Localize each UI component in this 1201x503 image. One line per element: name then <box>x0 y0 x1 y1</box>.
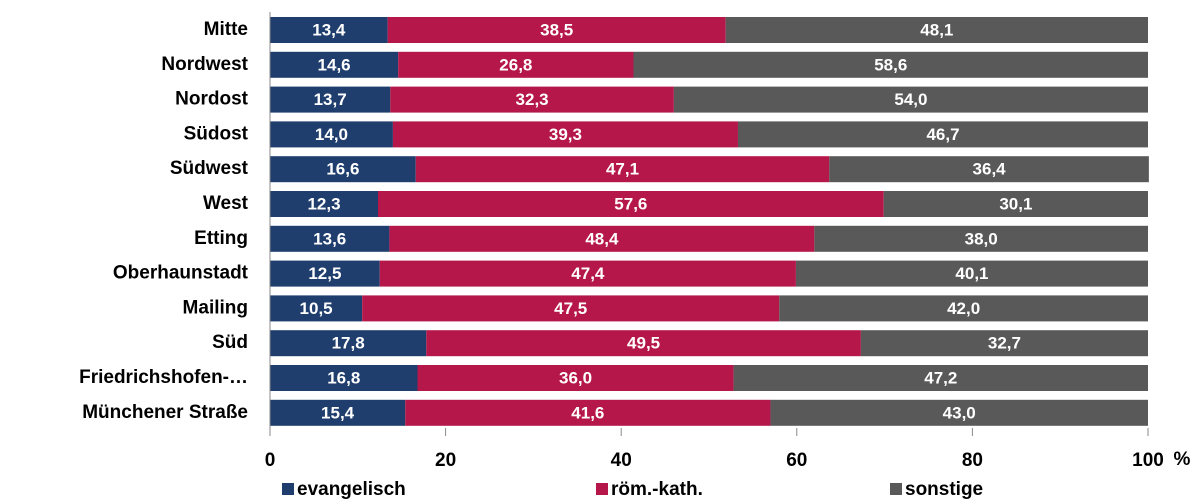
x-tick-label: 60 <box>786 450 807 471</box>
x-tick-label: 20 <box>435 450 456 471</box>
bar-segment <box>389 225 815 252</box>
legend-label: evangelisch <box>297 479 406 500</box>
value-label: 16,6 <box>326 160 359 179</box>
bar-segment <box>270 295 363 322</box>
bar-segment <box>270 330 427 357</box>
bar-segment <box>387 17 726 43</box>
bar-segment <box>770 399 1148 426</box>
bar-segment <box>405 399 771 426</box>
legend-swatch <box>890 483 902 495</box>
value-label: 43,0 <box>943 403 976 422</box>
bar-segment <box>860 330 1148 357</box>
value-label: 36,4 <box>973 160 1007 179</box>
value-label: 38,0 <box>965 229 998 248</box>
value-label: 48,4 <box>585 229 619 248</box>
bar-segment <box>270 399 406 426</box>
value-label: 54,0 <box>894 90 927 109</box>
value-label: 47,2 <box>924 368 957 387</box>
bar-segment <box>829 156 1149 183</box>
x-tick-label: 40 <box>611 450 632 471</box>
value-label: 16,8 <box>327 368 360 387</box>
value-label: 47,5 <box>554 299 587 318</box>
bar-segment <box>270 156 416 183</box>
bar-segment <box>270 17 388 43</box>
y-tick-label: Friedrichshofen-… <box>79 367 248 388</box>
x-tick-label: 80 <box>962 450 983 471</box>
y-tick-label: Oberhaunstadt <box>113 263 249 284</box>
bar-segment <box>270 225 390 252</box>
bar-segment <box>725 17 1148 43</box>
value-label: 36,0 <box>559 368 592 387</box>
bar-segment <box>779 295 1148 322</box>
legend-label: röm.-kath. <box>611 479 703 500</box>
bar-segment <box>398 51 634 78</box>
value-label: 14,0 <box>315 125 348 144</box>
value-label: 13,7 <box>314 90 347 109</box>
y-tick-label: Münchener Straße <box>82 402 248 423</box>
bar-segment <box>417 365 734 391</box>
value-label: 32,7 <box>988 334 1021 353</box>
value-label: 38,5 <box>540 20 573 39</box>
bar-segment <box>733 365 1148 391</box>
value-label: 42,0 <box>947 299 980 318</box>
value-label: 26,8 <box>499 55 532 74</box>
bar-segment <box>390 86 674 113</box>
value-label: 13,6 <box>313 229 346 248</box>
legend-swatch <box>282 483 294 495</box>
y-tick-label: Südost <box>184 123 249 144</box>
legend-label: sonstige <box>905 479 983 500</box>
value-label: 39,3 <box>549 125 582 144</box>
value-label: 14,6 <box>318 55 351 74</box>
bar-segment <box>673 86 1148 113</box>
value-label: 47,4 <box>571 264 605 283</box>
value-label: 49,5 <box>627 334 660 353</box>
value-label: 40,1 <box>955 264 988 283</box>
bar-segment <box>270 260 380 287</box>
x-tick-label: 100 <box>1132 450 1164 471</box>
y-tick-label: Nordost <box>175 89 249 110</box>
x-axis-label: % <box>1174 449 1191 470</box>
x-tick-label: 0 <box>265 450 276 471</box>
value-label: 10,5 <box>300 299 333 318</box>
bar-segment <box>737 121 1148 148</box>
value-label: 13,4 <box>312 20 346 39</box>
value-label: 30,1 <box>999 194 1032 213</box>
bar-segment <box>795 260 1148 287</box>
bar-segment <box>379 260 796 287</box>
bar-segment <box>270 365 418 391</box>
bar-segment <box>270 51 399 78</box>
bar-segment <box>392 121 738 148</box>
bar-segment <box>814 225 1148 252</box>
value-label: 15,4 <box>321 403 355 422</box>
value-label: 41,6 <box>571 403 604 422</box>
bar-segment <box>270 121 393 148</box>
value-label: 17,8 <box>332 334 365 353</box>
bar-segment <box>270 191 378 217</box>
y-tick-label: Etting <box>194 228 248 249</box>
y-tick-label: Mailing <box>183 297 248 318</box>
value-label: 12,5 <box>308 264 341 283</box>
bar-segment <box>270 86 391 113</box>
value-label: 58,6 <box>874 55 907 74</box>
y-tick-label: Mitte <box>204 19 248 40</box>
bar-segment <box>426 330 861 357</box>
bar-segment <box>883 191 1148 217</box>
bar-segment <box>415 156 830 183</box>
bar-segment <box>362 295 780 322</box>
value-label: 57,6 <box>614 194 647 213</box>
bar-segment <box>377 191 884 217</box>
value-label: 47,1 <box>606 160 639 179</box>
legend-swatch <box>596 483 608 495</box>
y-tick-label: Nordwest <box>161 54 248 75</box>
y-tick-label: Süd <box>212 332 248 353</box>
y-tick-label: West <box>203 193 249 214</box>
value-label: 48,1 <box>920 20 953 39</box>
bar-segment <box>633 51 1148 78</box>
y-tick-label: Südwest <box>170 158 249 179</box>
value-label: 32,3 <box>516 90 549 109</box>
value-label: 46,7 <box>926 125 959 144</box>
value-label: 12,3 <box>307 194 340 213</box>
